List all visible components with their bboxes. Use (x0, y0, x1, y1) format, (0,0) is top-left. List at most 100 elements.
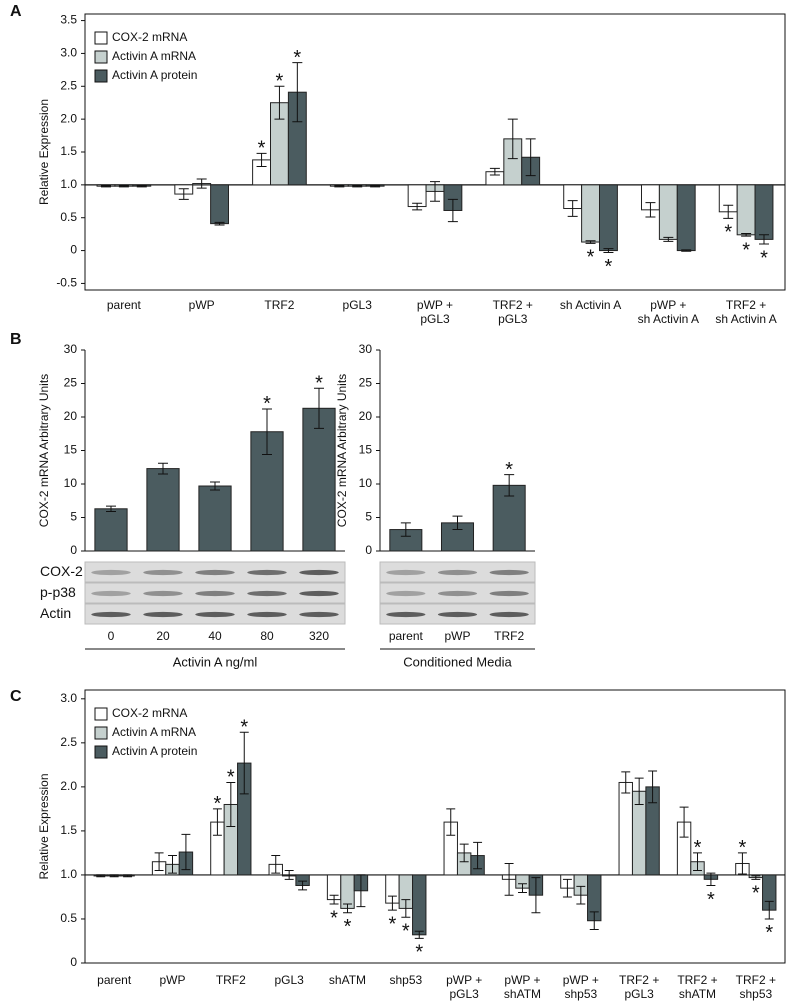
error-bar (370, 185, 381, 188)
blot-band (143, 590, 183, 597)
legend-swatch (94, 69, 108, 83)
error-bar (239, 731, 249, 795)
blot-band (91, 611, 131, 618)
error-bar (106, 505, 116, 512)
x-tick-label: pWP + shp53 (562, 973, 599, 1001)
bar (412, 874, 427, 936)
significance-mark: * (415, 942, 423, 964)
blot-band (91, 590, 131, 597)
x-tick-label: 320 (308, 629, 330, 643)
y-tick-label: 0.5 (60, 911, 77, 925)
error-bar (109, 874, 119, 878)
error-bar (274, 85, 285, 120)
y-tick-label: 5 (70, 510, 77, 524)
error-bar (136, 185, 147, 188)
y-tick-label: 0 (70, 955, 77, 969)
x-tick-label: TRF2 + sh Activin A (715, 298, 777, 326)
x-tick-label: pWP (159, 973, 186, 987)
significance-mark: * (263, 393, 271, 415)
blot-band (437, 569, 478, 576)
blot-band (489, 611, 529, 618)
error-bar (262, 408, 272, 456)
significance-mark: * (227, 767, 235, 789)
y-axis-label: Relative Expression (37, 99, 51, 205)
x-tick-label: 40 (208, 629, 222, 643)
error-bar (525, 138, 536, 177)
legend-swatch (94, 745, 108, 759)
significance-mark: * (293, 47, 301, 69)
error-bar (387, 895, 397, 911)
x-tick-label: shATM (328, 973, 367, 987)
error-bar (562, 878, 572, 898)
error-bar (473, 841, 483, 870)
legend-label: COX-2 mRNA (112, 706, 187, 720)
x-tick-label: TRF2 + shp53 (735, 973, 776, 1001)
error-bar (446, 808, 456, 836)
y-tick-label: 2.0 (60, 779, 77, 793)
significance-mark: * (739, 837, 747, 859)
significance-mark: * (752, 883, 760, 905)
y-tick-label: 15 (64, 443, 78, 457)
blot-band (386, 611, 426, 618)
y-tick-label: 0 (70, 543, 77, 557)
error-bar (168, 855, 177, 874)
bar (94, 508, 128, 552)
error-bar (751, 875, 761, 880)
error-bar (178, 188, 189, 200)
error-bar (401, 899, 411, 918)
error-bar (214, 221, 225, 226)
y-tick-label: 15 (359, 443, 373, 457)
bar (599, 184, 618, 252)
y-tick-label: 10 (64, 476, 78, 490)
y-tick-label: 0.5 (60, 210, 77, 224)
error-bar (329, 894, 339, 905)
error-bar (634, 777, 644, 805)
panel-label: B (10, 331, 22, 348)
error-bar (737, 852, 747, 875)
error-bar (518, 883, 527, 894)
blot-band (247, 590, 287, 597)
error-bar (118, 185, 129, 188)
x-tick-label: parent (97, 973, 132, 987)
bar (618, 781, 633, 876)
error-bar (314, 387, 324, 429)
bar (146, 468, 180, 552)
y-tick-label: 2.5 (60, 78, 77, 92)
significance-mark: * (694, 837, 702, 859)
blot-band (247, 569, 287, 576)
error-bar (414, 930, 424, 939)
bar (340, 874, 355, 909)
x-tick-label: pGL3 (274, 973, 304, 987)
blot-label: Actin (40, 605, 71, 621)
error-bar (567, 200, 578, 217)
significance-mark: * (344, 916, 352, 938)
blot-band (437, 590, 478, 597)
error-bar (621, 771, 631, 794)
y-axis-label: Relative Expression (37, 773, 51, 879)
blot-band (299, 611, 339, 618)
error-bar (334, 185, 345, 188)
legend-swatch (94, 726, 108, 740)
error-bar (645, 202, 656, 218)
error-bar (292, 62, 303, 123)
x-tick-label: pWP (444, 629, 471, 643)
y-tick-label: 0 (365, 543, 372, 557)
x-tick-label: pWP + shATM (503, 973, 542, 1001)
x-tick-label: 0 (107, 629, 115, 643)
legend-swatch (94, 31, 108, 45)
y-tick-label: 3.0 (60, 46, 77, 60)
blot-band (91, 569, 131, 576)
x-tick-label: 20 (156, 629, 170, 643)
x-axis-label: Activin A ng/ml (173, 654, 258, 669)
blot-band (195, 611, 235, 618)
bar (210, 184, 230, 225)
error-bar (196, 178, 207, 189)
error-bar (489, 167, 500, 176)
legend-label: Activin A mRNA (112, 49, 196, 63)
significance-mark: * (276, 71, 284, 93)
blot-band (386, 590, 426, 597)
significance-mark: * (389, 913, 397, 935)
significance-mark: * (330, 907, 338, 929)
